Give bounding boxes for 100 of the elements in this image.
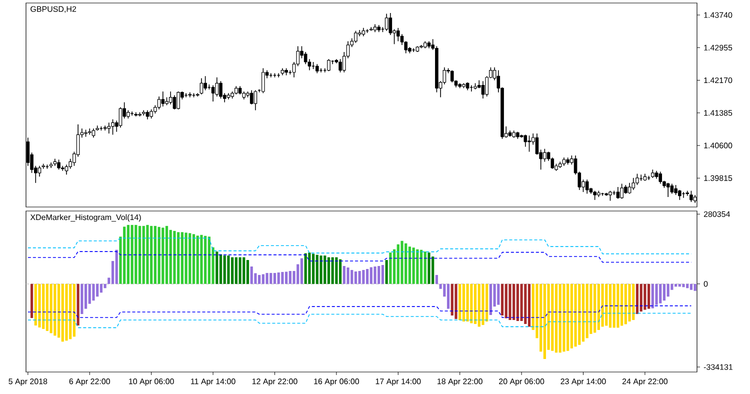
bar xyxy=(266,272,268,284)
bar xyxy=(651,284,654,308)
bar xyxy=(489,284,492,316)
bar xyxy=(316,254,318,284)
bar xyxy=(188,233,192,284)
candlestick xyxy=(161,91,165,107)
candlestick xyxy=(280,68,284,76)
bar xyxy=(312,254,315,284)
bar xyxy=(342,266,346,284)
bar xyxy=(154,226,156,284)
bar xyxy=(408,246,412,284)
bar xyxy=(324,256,326,284)
bar xyxy=(385,260,388,284)
x-tick-label: 11 Apr 14:00 xyxy=(191,378,236,386)
bar xyxy=(558,284,562,353)
bar xyxy=(216,252,218,284)
bar xyxy=(338,259,342,284)
bar xyxy=(659,284,662,304)
x-tick-label: 23 Apr 14:00 xyxy=(560,378,606,386)
bar xyxy=(450,284,454,316)
bar xyxy=(362,270,365,284)
bar xyxy=(250,266,253,284)
bar xyxy=(528,284,531,327)
bar xyxy=(92,284,95,301)
bar xyxy=(612,284,616,328)
bar xyxy=(370,267,372,284)
bar xyxy=(608,284,612,328)
bar xyxy=(204,236,207,284)
x-tick-label: 20 Apr 06:00 xyxy=(499,378,544,386)
bar xyxy=(636,284,639,314)
bar xyxy=(358,270,361,284)
bar xyxy=(624,284,627,324)
bar xyxy=(262,274,264,284)
chart-title: GBPUSD,H2 xyxy=(30,6,76,13)
bar xyxy=(158,226,160,284)
bar xyxy=(662,284,666,301)
bar xyxy=(389,252,392,284)
bar xyxy=(146,224,149,284)
bar xyxy=(354,271,358,284)
bar xyxy=(551,284,554,351)
candlestick xyxy=(508,130,512,138)
bar xyxy=(512,284,516,320)
bar xyxy=(270,272,272,284)
bar xyxy=(242,257,246,284)
bar xyxy=(72,284,76,337)
bar xyxy=(304,253,307,284)
candlestick xyxy=(107,122,111,134)
bar xyxy=(80,284,84,314)
bar xyxy=(694,284,696,291)
bar xyxy=(142,226,145,284)
bar xyxy=(61,284,64,342)
bar xyxy=(162,228,164,284)
candlestick xyxy=(200,78,204,95)
bar xyxy=(38,284,41,328)
bar xyxy=(582,284,585,342)
bar xyxy=(424,252,426,284)
candlestick xyxy=(157,96,161,110)
bar xyxy=(180,232,184,284)
bar xyxy=(234,257,238,284)
bar xyxy=(165,226,168,284)
chart-title: XDeMarker_Histogram_Vol(14) xyxy=(30,214,141,222)
candlestick xyxy=(423,40,427,49)
bar xyxy=(378,266,380,284)
candlestick xyxy=(481,80,485,99)
bar xyxy=(620,284,624,326)
bar xyxy=(34,284,37,326)
bar xyxy=(177,232,180,284)
bar xyxy=(134,224,138,284)
bar xyxy=(404,243,408,284)
bar xyxy=(543,284,546,360)
bar xyxy=(686,284,689,288)
x-tick-label: 10 Apr 06:00 xyxy=(129,378,174,386)
bar xyxy=(524,284,527,324)
bar xyxy=(597,284,600,330)
bar xyxy=(184,232,188,284)
candlestick xyxy=(238,86,242,95)
bar xyxy=(30,284,34,318)
bar xyxy=(138,226,142,284)
y-tick-label: 1.42955 xyxy=(704,44,732,50)
bar xyxy=(616,284,620,328)
bar xyxy=(238,257,242,284)
bar xyxy=(570,284,573,348)
bar xyxy=(632,284,635,320)
bar xyxy=(466,284,469,322)
bar xyxy=(285,272,288,284)
bar xyxy=(231,257,234,284)
bar xyxy=(690,284,693,290)
bar xyxy=(420,250,423,284)
bar xyxy=(208,236,210,284)
y-tick-label: 1.43740 xyxy=(704,12,732,18)
bar xyxy=(96,284,99,297)
y-tick-label: 1.39815 xyxy=(704,175,732,181)
bar xyxy=(458,284,462,320)
bar xyxy=(574,284,577,347)
bar xyxy=(578,284,581,345)
candlestick xyxy=(196,92,200,97)
bar xyxy=(590,284,592,334)
bar xyxy=(366,268,369,284)
bar xyxy=(470,284,473,324)
bar xyxy=(76,284,80,326)
